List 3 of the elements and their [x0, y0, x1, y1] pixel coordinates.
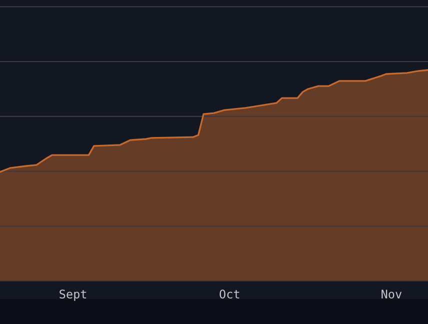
x-tick-label: Oct — [220, 290, 240, 299]
x-tick-label: Sept — [60, 290, 86, 301]
x-tick-label: Nov — [382, 290, 402, 299]
